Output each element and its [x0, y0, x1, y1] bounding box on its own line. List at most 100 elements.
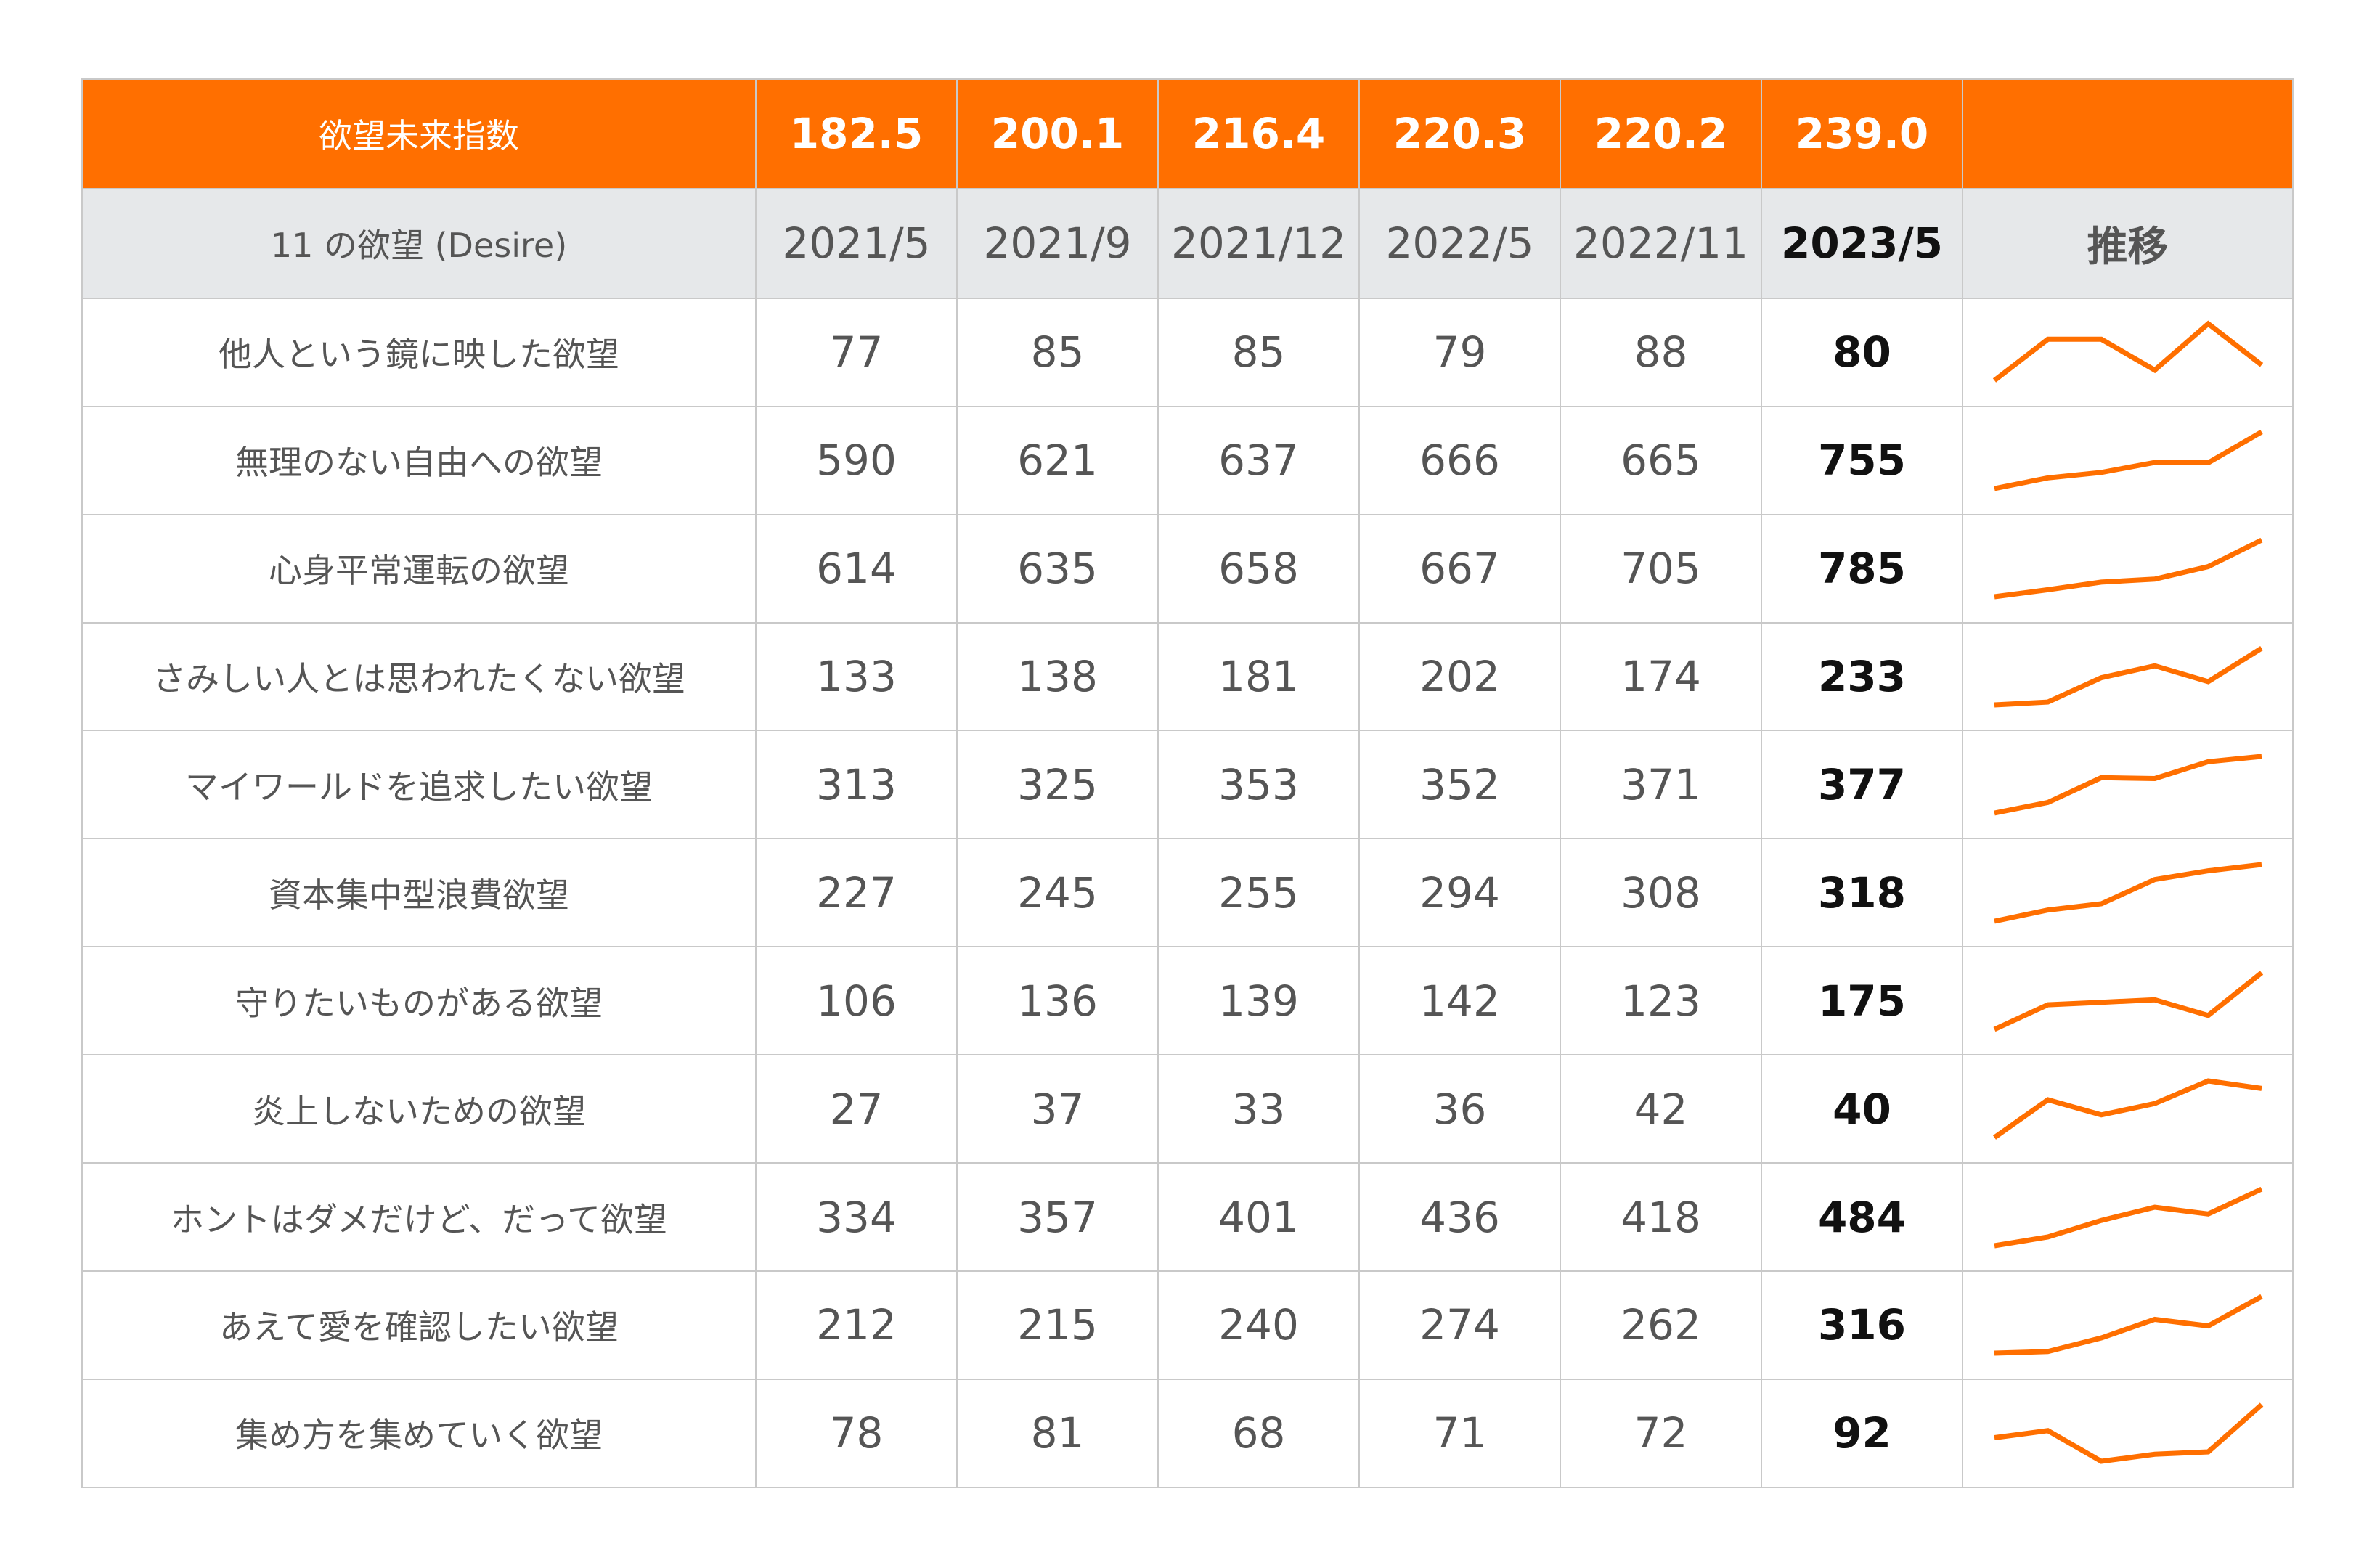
- index-empty-cell: [1962, 78, 2294, 189]
- table-row: 守りたいものがある欲望 106 136 139 142 123 175: [81, 946, 2294, 1056]
- value-cell: 77: [755, 297, 958, 407]
- sparkline-chart: [1994, 646, 2263, 708]
- column-header-date-latest: 2023/5: [1761, 187, 1963, 299]
- value-cell: 202: [1358, 621, 1561, 732]
- value-cell-latest: 233: [1761, 621, 1963, 732]
- value-cell: 36: [1358, 1054, 1561, 1164]
- value-cell: 42: [1560, 1054, 1762, 1164]
- trend-cell: [1962, 405, 2294, 515]
- value-cell: 371: [1560, 730, 1762, 840]
- column-header-date: 2021/12: [1157, 187, 1360, 299]
- value-cell: 72: [1560, 1378, 1762, 1489]
- value-cell: 325: [956, 730, 1159, 840]
- desire-label: 集め方を集めていく欲望: [81, 1378, 757, 1489]
- desire-label: 守りたいものがある欲望: [81, 946, 757, 1056]
- table-row: さみしい人とは思われたくない欲望 133 138 181 202 174 233: [81, 621, 2294, 732]
- value-cell: 85: [956, 297, 1159, 407]
- value-cell: 240: [1157, 1270, 1360, 1380]
- header-row: 11 の欲望 (Desire) 2021/5 2021/9 2021/12 20…: [81, 187, 2294, 299]
- value-cell: 590: [755, 405, 958, 515]
- sparkline-series-line: [1993, 754, 2262, 816]
- sparkline-chart: [1994, 1402, 2263, 1465]
- column-header-desire: 11 の欲望 (Desire): [81, 187, 757, 299]
- value-cell: 123: [1560, 946, 1762, 1056]
- desire-table: 欲望未来指数 182.5 200.1 216.4 220.3 220.2 239…: [81, 78, 2294, 1489]
- sparkline-chart: [1993, 430, 2263, 491]
- value-cell: 136: [956, 946, 1159, 1056]
- sparkline-series-line: [1994, 1294, 2263, 1356]
- table-row: 他人という鏡に映した欲望 77 85 85 79 88 80: [81, 297, 2294, 407]
- value-cell: 33: [1157, 1054, 1360, 1164]
- table-row: 集め方を集めていく欲望 78 81 68 71 72 92: [81, 1378, 2294, 1489]
- index-value: 220.3: [1358, 78, 1561, 189]
- index-label: 欲望未来指数: [81, 78, 757, 189]
- value-cell: 88: [1560, 297, 1762, 407]
- desire-label: ホントはダメだけど、だって欲望: [81, 1162, 757, 1272]
- value-cell: 138: [956, 621, 1159, 732]
- sparkline-chart: [1993, 862, 2262, 924]
- value-cell: 27: [755, 1054, 958, 1164]
- column-header-date: 2021/5: [755, 187, 958, 299]
- value-cell: 174: [1560, 621, 1762, 732]
- value-cell: 274: [1358, 1270, 1561, 1380]
- trend-cell: [1962, 1054, 2294, 1164]
- sparkline-series-line: [1993, 430, 2263, 491]
- value-cell: 658: [1157, 513, 1360, 624]
- value-cell: 245: [956, 838, 1159, 948]
- value-cell: 215: [956, 1270, 1159, 1380]
- sparkline-chart: [1993, 754, 2262, 816]
- value-cell: 353: [1157, 730, 1360, 840]
- value-cell: 666: [1358, 405, 1561, 515]
- column-header-trend: 推移: [1962, 187, 2294, 299]
- table-row: あえて愛を確認したい欲望 212 215 240 274 262 316: [81, 1270, 2294, 1380]
- value-cell: 667: [1358, 513, 1561, 624]
- sparkline-chart: [1992, 320, 2263, 383]
- value-cell: 78: [755, 1378, 958, 1489]
- desire-label: 心身平常運転の欲望: [81, 513, 757, 624]
- value-cell: 705: [1560, 513, 1762, 624]
- table-row: 心身平常運転の欲望 614 635 658 667 705 785: [81, 513, 2294, 624]
- value-cell: 68: [1157, 1378, 1360, 1489]
- value-cell: 401: [1157, 1162, 1360, 1272]
- value-cell-latest: 484: [1761, 1162, 1963, 1272]
- table-row: 資本集中型浪費欲望 227 245 255 294 308 318: [81, 838, 2294, 948]
- index-value: 239.0: [1761, 78, 1963, 189]
- index-value: 216.4: [1157, 78, 1360, 189]
- trend-cell: [1962, 621, 2294, 732]
- value-cell-latest: 40: [1761, 1054, 1963, 1164]
- sparkline-chart: [1993, 970, 2263, 1032]
- index-value: 182.5: [755, 78, 958, 189]
- value-cell: 308: [1560, 838, 1762, 948]
- column-header-date: 2022/11: [1560, 187, 1762, 299]
- value-cell: 614: [755, 513, 958, 624]
- value-cell: 436: [1358, 1162, 1561, 1272]
- trend-cell: [1962, 730, 2294, 840]
- value-cell: 133: [755, 621, 958, 732]
- value-cell: 637: [1157, 405, 1360, 515]
- sparkline-series-line: [1993, 862, 2262, 924]
- trend-cell: [1962, 1162, 2294, 1272]
- table-row: 炎上しないための欲望 27 37 33 36 42 40: [81, 1054, 2294, 1164]
- value-cell-latest: 92: [1761, 1378, 1963, 1489]
- index-value: 220.2: [1560, 78, 1762, 189]
- desire-label: 資本集中型浪費欲望: [81, 838, 757, 948]
- value-cell: 227: [755, 838, 958, 948]
- value-cell: 37: [956, 1054, 1159, 1164]
- value-cell: 81: [956, 1378, 1159, 1489]
- value-cell: 357: [956, 1162, 1159, 1272]
- desire-label: さみしい人とは思われたくない欲望: [81, 621, 757, 732]
- value-cell: 181: [1157, 621, 1360, 732]
- sparkline-chart: [1994, 1294, 2263, 1356]
- desire-label: 無理のない自由への欲望: [81, 405, 757, 515]
- index-value: 200.1: [956, 78, 1159, 189]
- value-cell: 313: [755, 730, 958, 840]
- desire-label: マイワールドを追求したい欲望: [81, 730, 757, 840]
- value-cell-latest: 80: [1761, 297, 1963, 407]
- trend-cell: [1962, 513, 2294, 624]
- desire-label: 他人という鏡に映した欲望: [81, 297, 757, 407]
- table-row: 無理のない自由への欲望 590 621 637 666 665 755: [81, 405, 2294, 515]
- table-row: マイワールドを追求したい欲望 313 325 353 352 371 377: [81, 730, 2294, 840]
- desire-label: 炎上しないための欲望: [81, 1054, 757, 1164]
- sparkline-chart: [1992, 1078, 2262, 1140]
- trend-cell: [1962, 297, 2294, 407]
